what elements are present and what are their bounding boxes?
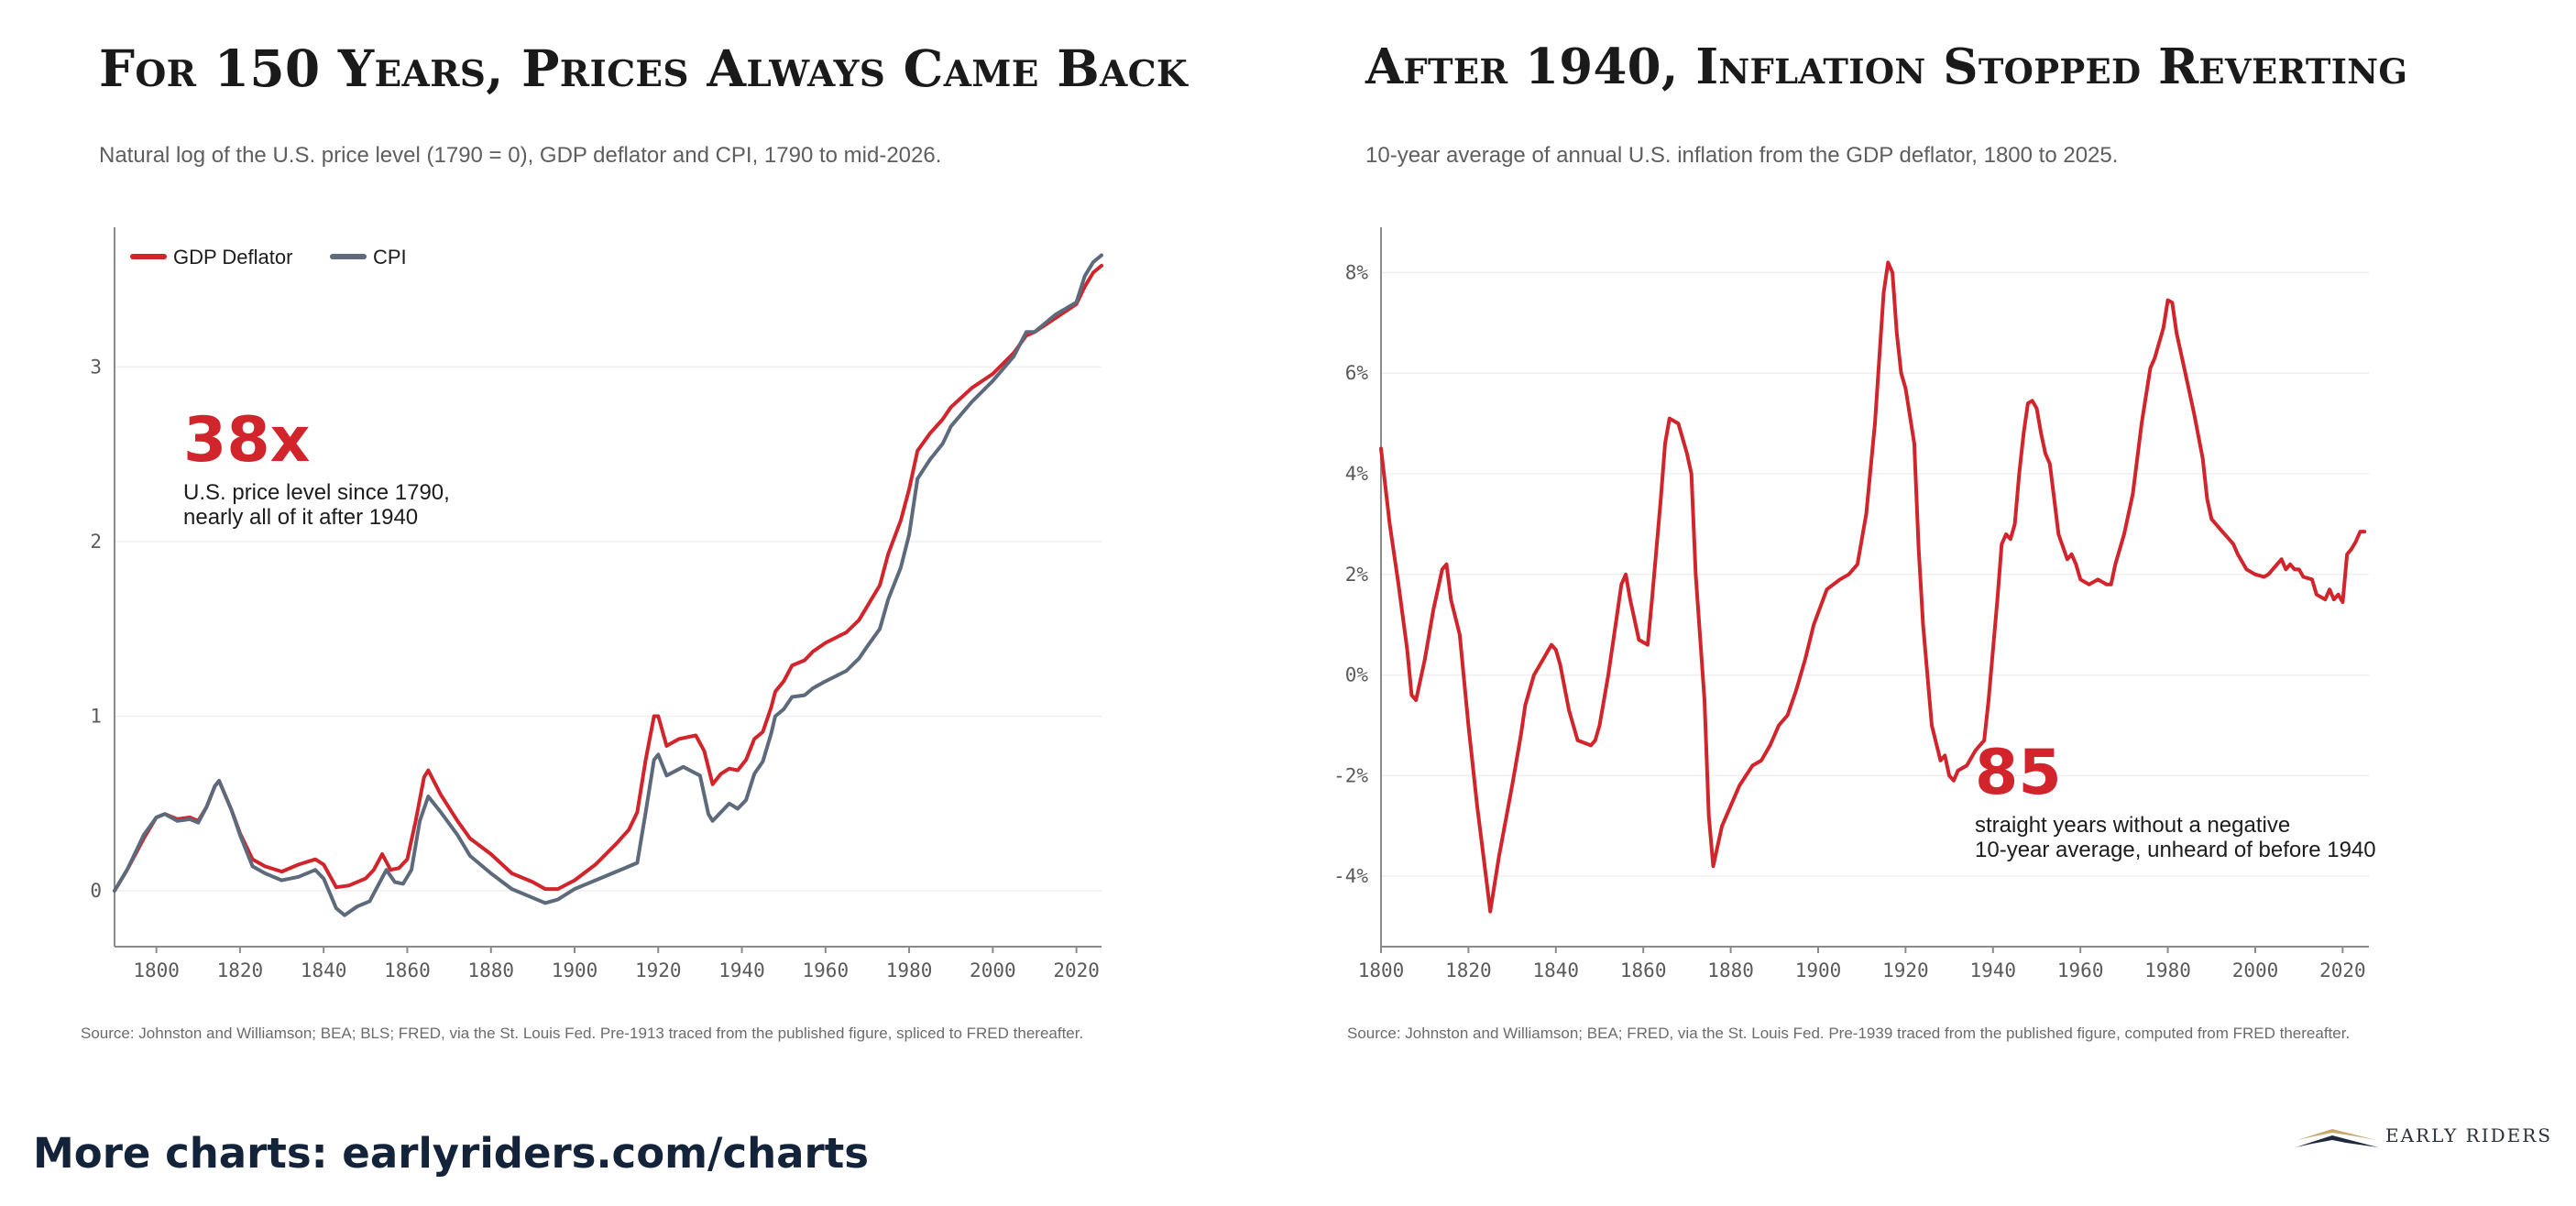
annotation-text: straight years without a negative [1975, 813, 2290, 838]
series-line-cpi [113, 253, 1103, 917]
x-tick-label: 1900 [1795, 959, 1842, 981]
legend-label: GDP Deflator [173, 246, 292, 269]
y-tick-label: 0% [1345, 664, 1369, 686]
series-line-gdp-deflator [113, 263, 1103, 893]
y-tick-label: 8% [1345, 261, 1369, 283]
series-line-0 [1379, 260, 2367, 914]
x-tick-label: 1900 [552, 959, 598, 981]
x-tick-label: 1880 [467, 959, 514, 981]
brand-name: EARLY RIDERS [2385, 1124, 2553, 1146]
x-tick-label: 1820 [1445, 959, 1492, 981]
chart-subtitle: 10-year average of annual U.S. inflation… [1365, 143, 2119, 168]
chart-source: Source: Johnston and Williamson; BEA; FR… [1347, 1025, 2351, 1042]
x-tick-label: 2020 [2319, 959, 2366, 981]
annotation-text: 10-year average, unheard of before 1940 [1975, 838, 2376, 862]
annotation-number: 38x [183, 404, 311, 477]
x-tick-label: 1840 [301, 959, 347, 981]
x-tick-label: 1820 [217, 959, 264, 981]
x-tick-label: 1980 [886, 959, 933, 981]
y-tick-label: 1 [90, 705, 102, 727]
x-tick-label: 1960 [2057, 959, 2104, 981]
x-tick-label: 1920 [635, 959, 682, 981]
chart-title: After 1940, Inflation Stopped Reverting [1365, 38, 2408, 95]
inflation-average-chart: -4% -2% 0% 2% 4% 6% 8% 1800 1820 1840 1860 1880 1900… [1333, 227, 2376, 981]
price-level-chart: 0 1 2 3 1800 1820 1840 1860 1880 1900 1920 1940 1960… [90, 227, 1103, 981]
x-tick-label: 1940 [1969, 959, 2016, 981]
y-tick-label: 6% [1345, 362, 1369, 384]
mountain-logo-icon [2296, 1129, 2378, 1147]
x-tick-label: 1940 [718, 959, 765, 981]
right-chart-panel: After 1940, Inflation Stopped Reverting … [1288, 0, 2576, 1081]
annotation-text: U.S. price level since 1790, [183, 480, 450, 505]
chart-source: Source: Johnston and Williamson; BEA; BL… [81, 1025, 1084, 1042]
x-tick-label: 1920 [1882, 959, 1929, 981]
x-tick-label: 2020 [1053, 959, 1100, 981]
y-tick-label: 2 [90, 531, 102, 553]
x-tick-label: 1960 [803, 959, 850, 981]
y-tick-label: 2% [1345, 564, 1369, 586]
more-charts-link[interactable]: More charts: earlyriders.com/charts [33, 1129, 870, 1178]
legend-label: CPI [373, 246, 407, 269]
x-tick-label: 2000 [2232, 959, 2279, 981]
y-tick-label: 3 [90, 356, 102, 378]
y-tick-label: -4% [1333, 865, 1368, 887]
x-tick-label: 1860 [384, 959, 431, 981]
x-tick-label: 1840 [1533, 959, 1580, 981]
x-tick-label: 1800 [133, 959, 180, 981]
annotation-number: 85 [1975, 737, 2062, 809]
x-tick-label: 2000 [970, 959, 1016, 981]
x-tick-label: 1880 [1707, 959, 1754, 981]
y-tick-label: 0 [90, 880, 102, 902]
left-chart-panel: For 150 Years, Prices Always Came Back N… [0, 0, 1288, 1081]
chart-subtitle: Natural log of the U.S. price level (179… [99, 143, 942, 168]
x-tick-label: 1800 [1358, 959, 1405, 981]
y-tick-label: 4% [1345, 463, 1369, 485]
annotation-text: nearly all of it after 1940 [183, 505, 418, 530]
x-tick-label: 1860 [1620, 959, 1667, 981]
x-tick-label: 1980 [2144, 959, 2191, 981]
chart-title: For 150 Years, Prices Always Came Back [99, 38, 1189, 98]
y-tick-label: -2% [1333, 764, 1368, 786]
